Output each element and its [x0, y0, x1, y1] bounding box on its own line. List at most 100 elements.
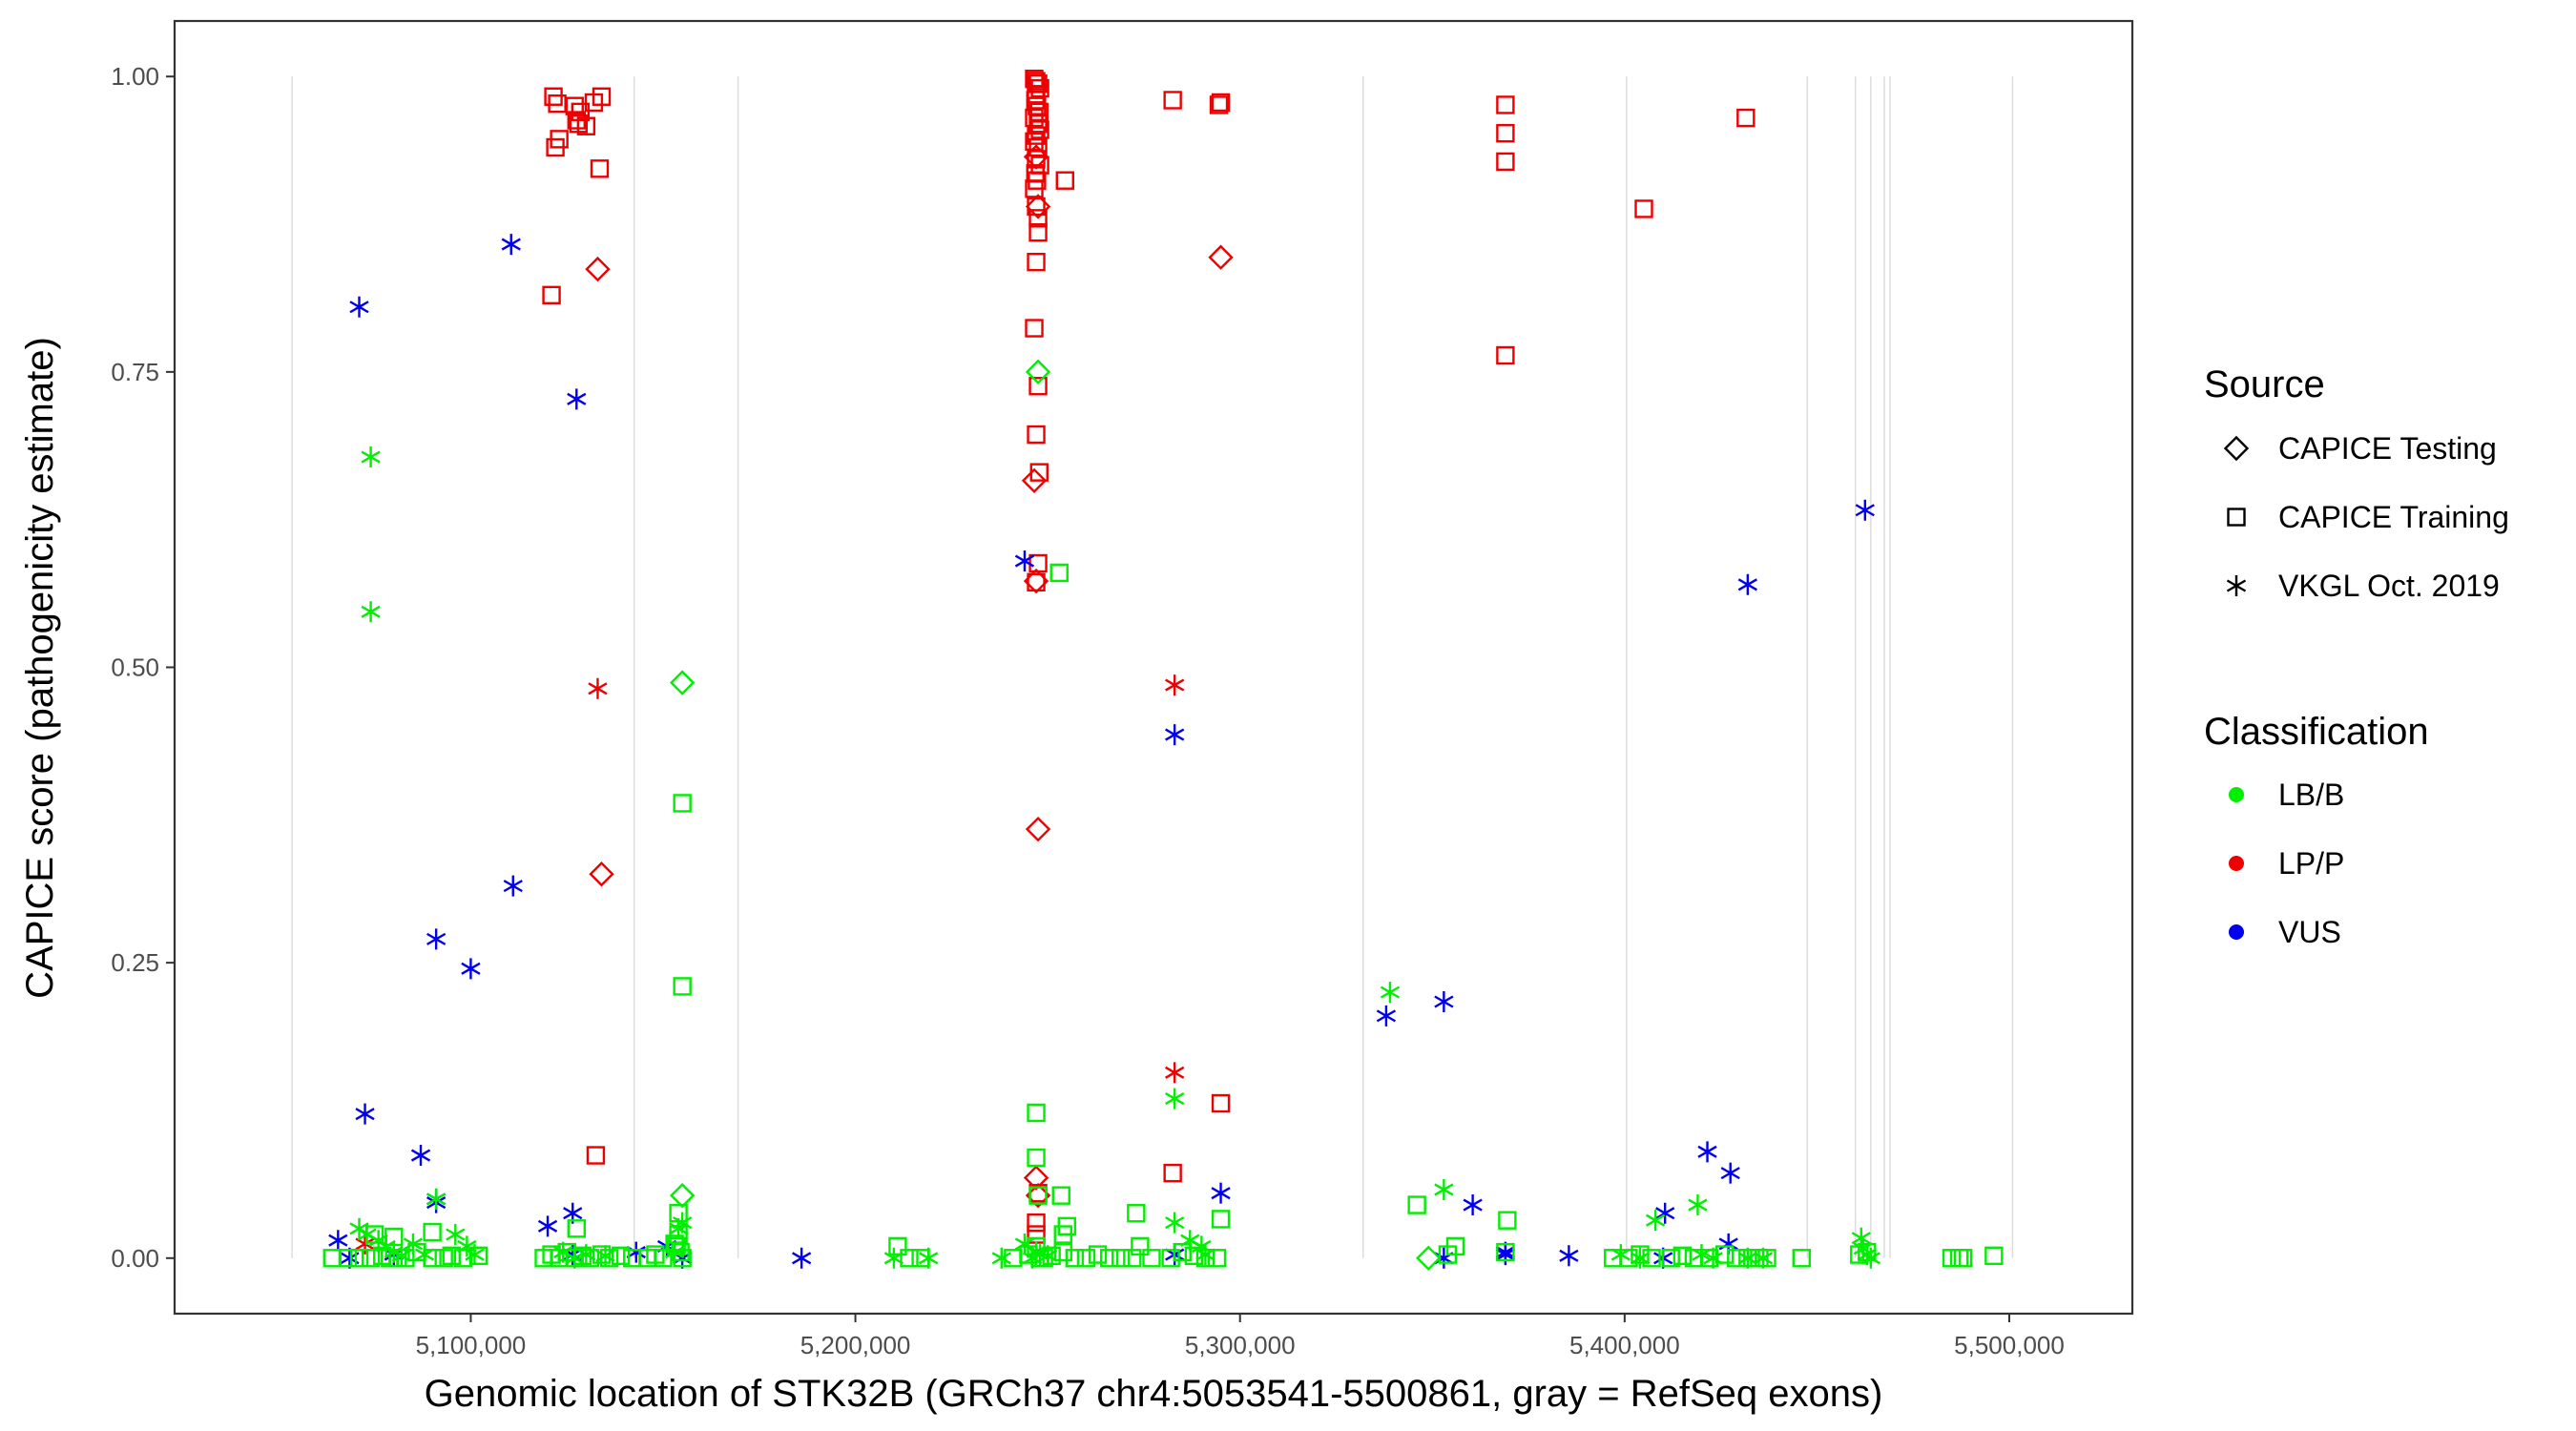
data-point: [1028, 114, 1048, 134]
data-point: [1634, 199, 1653, 218]
data-point: [501, 234, 521, 256]
data-point: [1165, 1088, 1185, 1110]
exon-lines: [291, 76, 2014, 1258]
data-point: [1416, 1245, 1442, 1271]
data-point: [590, 159, 610, 178]
data-point: [1165, 1212, 1185, 1234]
data-point: [1131, 1236, 1150, 1256]
data-point: [1195, 1249, 1215, 1268]
data-points: [322, 69, 2004, 1271]
data-point: [1661, 1249, 1680, 1268]
y-tick-label: 0.50: [111, 653, 159, 682]
data-point: [1496, 95, 1515, 114]
data-point: [1030, 120, 1049, 139]
data-point: [1027, 1148, 1046, 1168]
data-point: [791, 1247, 812, 1269]
data-point: [1025, 319, 1044, 338]
y-tick-label: 0.75: [111, 358, 159, 386]
data-point: [1757, 1249, 1776, 1268]
data-point: [1065, 1249, 1085, 1268]
data-point: [1496, 152, 1515, 172]
data-point: [1380, 982, 1401, 1004]
x-axis: 5,100,000 5,200,000 5,300,000 5,400,000 5,50…: [416, 1314, 2065, 1359]
data-point: [1027, 1213, 1046, 1233]
data-point: [991, 1247, 1011, 1269]
data-point: [1161, 1249, 1180, 1268]
data-point: [1014, 550, 1035, 572]
data-point: [546, 137, 565, 157]
data-point: [589, 861, 614, 887]
data-point: [669, 1225, 688, 1244]
data-point: [911, 1249, 930, 1268]
data-point: [1111, 1249, 1131, 1268]
data-point: [1027, 425, 1046, 445]
data-point: [461, 958, 481, 980]
data-point: [1173, 1242, 1192, 1262]
data-point: [1027, 1103, 1046, 1123]
data-point: [1051, 1186, 1070, 1205]
data-point: [1376, 1005, 1397, 1027]
data-point: [384, 1227, 404, 1247]
data-point: [1498, 1211, 1517, 1230]
data-point: [1792, 1249, 1811, 1268]
data-point: [364, 1225, 384, 1244]
legend-label: VKGL Oct. 2019: [2278, 569, 2500, 603]
data-point: [1165, 674, 1185, 696]
data-point: [1496, 345, 1515, 365]
data-point: [1184, 1246, 1204, 1266]
y-tick-label: 0.00: [111, 1244, 159, 1273]
data-point: [1672, 1246, 1693, 1266]
data-point: [338, 1249, 358, 1268]
data-point: [1619, 1249, 1638, 1268]
data-point: [446, 1224, 466, 1246]
legend-label: LB/B: [2278, 778, 2344, 812]
data-point: [592, 87, 612, 106]
legend-title: Source: [2204, 363, 2325, 405]
data-point: [355, 1103, 375, 1125]
data-point: [1142, 1249, 1161, 1268]
data-point: [1023, 1165, 1049, 1191]
data-point: [1434, 1178, 1454, 1200]
data-point: [1463, 1194, 1483, 1216]
legend-label: CAPICE Training: [2278, 500, 2509, 534]
data-point: [599, 1249, 619, 1268]
data-point: [442, 1246, 461, 1266]
data-point: [1053, 1242, 1072, 1262]
data-point: [888, 1236, 907, 1256]
data-point: [1407, 1195, 1426, 1214]
data-point: [1025, 108, 1044, 128]
data-point: [1028, 223, 1048, 242]
legend-key-dot: [2229, 856, 2244, 871]
data-point: [1028, 209, 1048, 228]
data-point: [1029, 102, 1049, 122]
data-point: [1025, 359, 1051, 385]
legend-key-dot: [2229, 924, 2244, 940]
data-point: [426, 1188, 447, 1210]
data-point: [361, 446, 381, 468]
data-point: [1042, 1246, 1061, 1266]
data-point: [1076, 1249, 1096, 1268]
data-point: [1023, 568, 1049, 594]
data-point: [569, 114, 589, 134]
data-point: [1163, 91, 1182, 110]
data-point: [567, 388, 587, 410]
data-point: [1697, 1141, 1717, 1163]
data-point: [542, 285, 561, 305]
data-point: [1055, 171, 1074, 190]
data-point: [1021, 467, 1048, 494]
data-point: [1496, 123, 1515, 143]
legend: Source CAPICE Testing CAPICE Training VKGL …: [2204, 363, 2509, 949]
data-point: [1025, 816, 1051, 842]
data-point: [1025, 194, 1051, 219]
data-point: [1028, 1186, 1048, 1205]
data-point: [1207, 1249, 1227, 1268]
legend-source: Source CAPICE Testing CAPICE Training VKGL …: [2204, 363, 2509, 603]
data-point: [361, 601, 381, 623]
data-point: [1099, 1249, 1119, 1268]
x-tick-label: 5,300,000: [1185, 1331, 1296, 1359]
data-point: [537, 1215, 558, 1237]
data-point: [468, 1246, 488, 1266]
data-point: [1631, 1245, 1650, 1264]
data-point: [669, 1204, 688, 1223]
data-point: [1208, 244, 1234, 270]
